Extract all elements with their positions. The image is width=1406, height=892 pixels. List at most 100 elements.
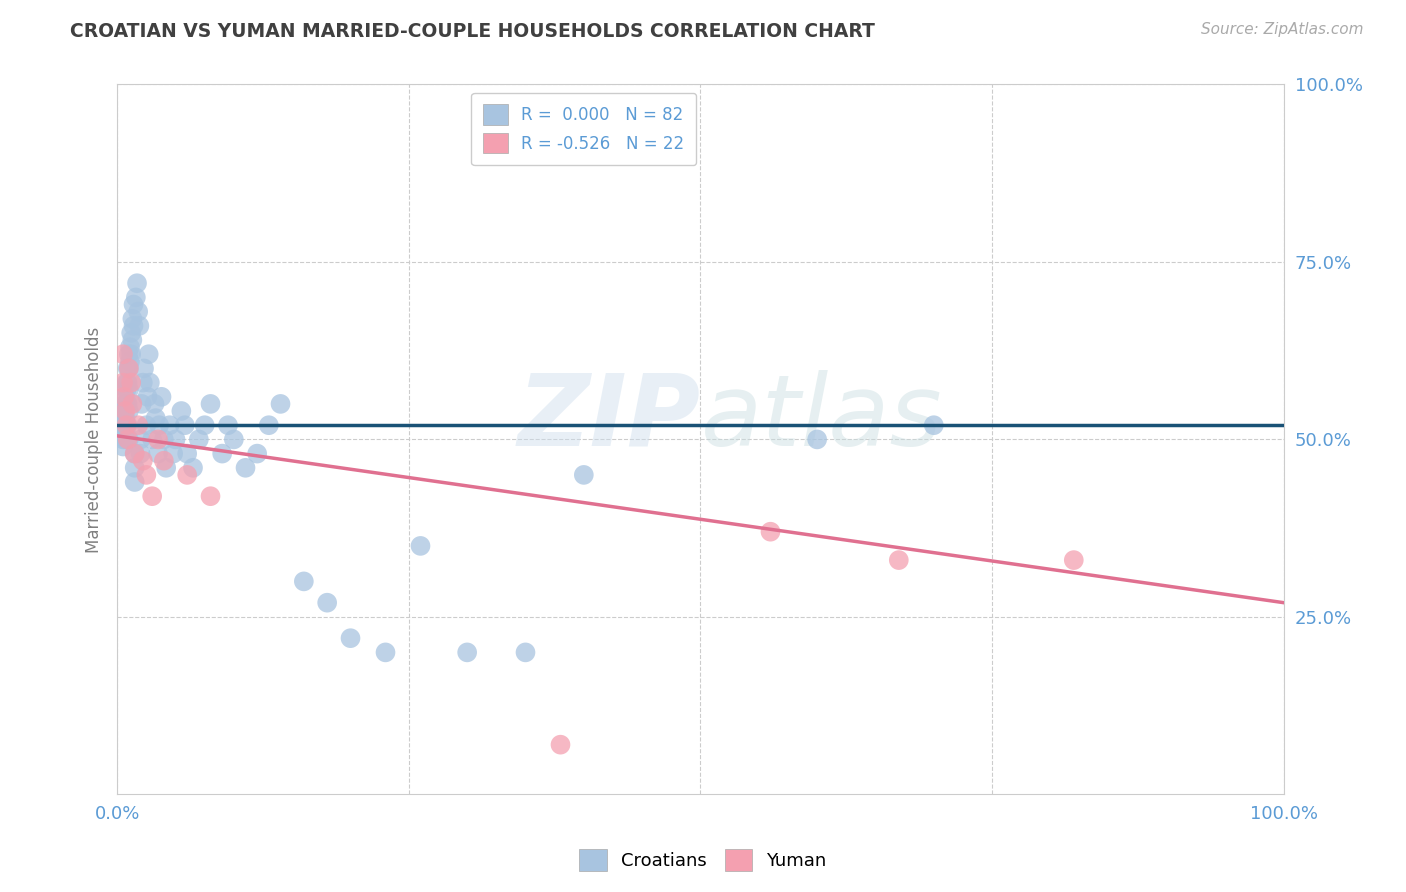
Point bbox=[118, 361, 141, 376]
Point bbox=[117, 376, 139, 390]
Point bbox=[246, 447, 269, 461]
Point bbox=[181, 460, 204, 475]
Text: atlas: atlas bbox=[700, 369, 942, 467]
Point bbox=[155, 460, 177, 475]
Point bbox=[124, 447, 146, 461]
Text: Source: ZipAtlas.com: Source: ZipAtlas.com bbox=[1201, 22, 1364, 37]
Point bbox=[127, 304, 149, 318]
Point bbox=[120, 376, 142, 390]
Point bbox=[159, 418, 181, 433]
Point bbox=[139, 376, 162, 390]
Point bbox=[121, 397, 143, 411]
Point bbox=[515, 645, 537, 659]
Point bbox=[118, 361, 141, 376]
Point bbox=[132, 376, 155, 390]
Point bbox=[118, 433, 141, 447]
Point bbox=[153, 433, 176, 447]
Point bbox=[127, 418, 149, 433]
Point bbox=[316, 596, 339, 610]
Point bbox=[138, 347, 160, 361]
Point bbox=[235, 460, 257, 475]
Point bbox=[129, 433, 152, 447]
Point bbox=[112, 404, 135, 418]
Point bbox=[112, 411, 135, 425]
Point bbox=[759, 524, 782, 539]
Text: ZIP: ZIP bbox=[517, 369, 700, 467]
Point bbox=[120, 326, 142, 340]
Point bbox=[170, 404, 193, 418]
Point bbox=[257, 418, 280, 433]
Legend: Croatians, Yuman: Croatians, Yuman bbox=[572, 842, 834, 879]
Point bbox=[112, 425, 135, 440]
Point bbox=[176, 447, 198, 461]
Point bbox=[145, 411, 167, 425]
Point bbox=[115, 397, 138, 411]
Point bbox=[118, 340, 141, 354]
Point bbox=[111, 347, 134, 361]
Point bbox=[125, 277, 148, 291]
Point bbox=[150, 390, 173, 404]
Point bbox=[187, 433, 209, 447]
Point bbox=[550, 738, 572, 752]
Point bbox=[141, 433, 163, 447]
Point bbox=[217, 418, 239, 433]
Point bbox=[114, 404, 136, 418]
Point bbox=[165, 433, 187, 447]
Point bbox=[806, 433, 828, 447]
Point bbox=[118, 383, 141, 397]
Point bbox=[111, 418, 134, 433]
Point bbox=[135, 418, 157, 433]
Point bbox=[118, 354, 141, 368]
Point bbox=[114, 397, 136, 411]
Point bbox=[173, 418, 195, 433]
Point bbox=[114, 390, 136, 404]
Point bbox=[129, 447, 152, 461]
Point bbox=[572, 467, 595, 482]
Point bbox=[111, 376, 134, 390]
Point bbox=[887, 553, 910, 567]
Point bbox=[114, 433, 136, 447]
Point bbox=[132, 453, 155, 467]
Point bbox=[117, 418, 139, 433]
Point bbox=[194, 418, 217, 433]
Point bbox=[121, 333, 143, 347]
Point bbox=[124, 475, 146, 489]
Point bbox=[111, 440, 134, 454]
Point bbox=[117, 433, 139, 447]
Point bbox=[121, 311, 143, 326]
Point bbox=[124, 447, 146, 461]
Point bbox=[409, 539, 432, 553]
Point bbox=[125, 290, 148, 304]
Point bbox=[112, 390, 135, 404]
Point bbox=[148, 418, 170, 433]
Text: CROATIAN VS YUMAN MARRIED-COUPLE HOUSEHOLDS CORRELATION CHART: CROATIAN VS YUMAN MARRIED-COUPLE HOUSEHO… bbox=[70, 22, 875, 41]
Point bbox=[176, 467, 198, 482]
Point bbox=[143, 397, 166, 411]
Y-axis label: Married-couple Households: Married-couple Households bbox=[86, 326, 103, 552]
Point bbox=[118, 347, 141, 361]
Point bbox=[117, 361, 139, 376]
Point bbox=[456, 645, 478, 659]
Point bbox=[1063, 553, 1085, 567]
Point bbox=[124, 460, 146, 475]
Point bbox=[118, 404, 141, 418]
Point bbox=[141, 489, 163, 503]
Point bbox=[292, 574, 315, 589]
Point bbox=[117, 397, 139, 411]
Point bbox=[146, 447, 169, 461]
Point bbox=[115, 418, 138, 433]
Point bbox=[136, 390, 159, 404]
Point bbox=[135, 467, 157, 482]
Point bbox=[115, 376, 138, 390]
Point bbox=[374, 645, 396, 659]
Point bbox=[922, 418, 945, 433]
Point bbox=[128, 318, 150, 333]
Legend: R =  0.000   N = 82, R = -0.526   N = 22: R = 0.000 N = 82, R = -0.526 N = 22 bbox=[471, 93, 696, 165]
Point bbox=[115, 383, 138, 397]
Point bbox=[111, 433, 134, 447]
Point bbox=[200, 489, 222, 503]
Point bbox=[270, 397, 292, 411]
Point bbox=[146, 433, 169, 447]
Point bbox=[162, 447, 184, 461]
Point bbox=[114, 411, 136, 425]
